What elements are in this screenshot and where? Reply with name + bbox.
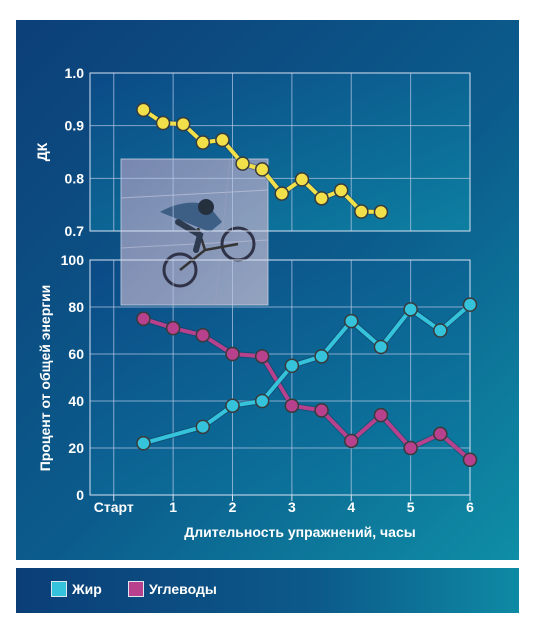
carbs-point [433, 426, 448, 442]
rq-point [215, 132, 230, 148]
top-ylabel: ДК [34, 142, 50, 161]
fat-point [225, 398, 240, 413]
fat-point [136, 436, 151, 451]
rq-point [354, 204, 369, 219]
x-tick-label: 2 [229, 499, 237, 515]
legend-swatch-carbs [128, 581, 144, 597]
fat-point [462, 297, 478, 312]
rq-point [235, 156, 250, 171]
top-plot-frame [89, 72, 471, 232]
bottom-ytick-label: 40 [68, 393, 84, 409]
carbs-point [136, 311, 151, 326]
bottom-ytick-label: 80 [68, 299, 84, 315]
fat-point [195, 419, 211, 435]
carbs-point [314, 403, 329, 418]
x-tick-label: 4 [347, 499, 355, 515]
carbs-point [165, 320, 181, 336]
xlabel: Длительность упражнений, часы [184, 524, 415, 540]
legend-item-fat: Жир [51, 581, 102, 597]
bottom-ytick-label: 20 [68, 440, 84, 456]
carbs-point [254, 349, 270, 364]
bottom-plot-frame [89, 259, 471, 496]
cyclist-photo [120, 158, 269, 306]
carbs-point [344, 433, 359, 449]
rq-point [136, 102, 151, 118]
fat-point [254, 393, 270, 409]
bottom-ytick-label: 60 [68, 346, 84, 362]
fat-point [284, 358, 300, 373]
legend-label-carbs: Углеводы [149, 581, 217, 597]
legend-swatch-fat [51, 581, 67, 597]
x-tick-label: 1 [169, 499, 177, 515]
bottom-ytick-label: 100 [61, 252, 85, 268]
legend-label-fat: Жир [72, 581, 102, 597]
top-ytick-label: 0.9 [65, 118, 85, 134]
fat-point [403, 302, 418, 317]
legend-item-carbs: Углеводы [128, 581, 217, 597]
rq-point [175, 116, 191, 132]
carbs-point [225, 346, 240, 362]
rq-point [314, 191, 329, 206]
fat-point [344, 313, 359, 329]
rq-point [155, 115, 171, 131]
rq-point [373, 204, 389, 220]
rq-point [333, 183, 349, 198]
top-ytick-label: 0.8 [65, 170, 85, 186]
fat-point [433, 323, 448, 338]
fat-point [373, 339, 389, 355]
fat-point [314, 349, 329, 364]
x-tick-label: Старт [94, 499, 134, 515]
top-ytick-label: 0.7 [65, 223, 85, 239]
x-tick-label: 6 [466, 499, 474, 515]
x-tick-label: 5 [407, 499, 415, 515]
carbs-point [284, 398, 300, 413]
carbs-point [403, 440, 418, 456]
top-ytick-label: 1.0 [65, 65, 85, 81]
rq-point [254, 162, 270, 177]
carbs-point [462, 452, 478, 467]
bottom-ytick-label: 0 [76, 487, 84, 503]
carbs-point [195, 327, 211, 343]
bottom-ylabel: Процент от общей энергии [37, 285, 53, 472]
legend: Жир Углеводы [16, 568, 519, 613]
rq-point [195, 135, 211, 150]
rq-point [274, 186, 290, 201]
x-tick-label: 3 [288, 499, 296, 515]
carbs-point [373, 407, 389, 423]
rq-point [294, 172, 310, 187]
